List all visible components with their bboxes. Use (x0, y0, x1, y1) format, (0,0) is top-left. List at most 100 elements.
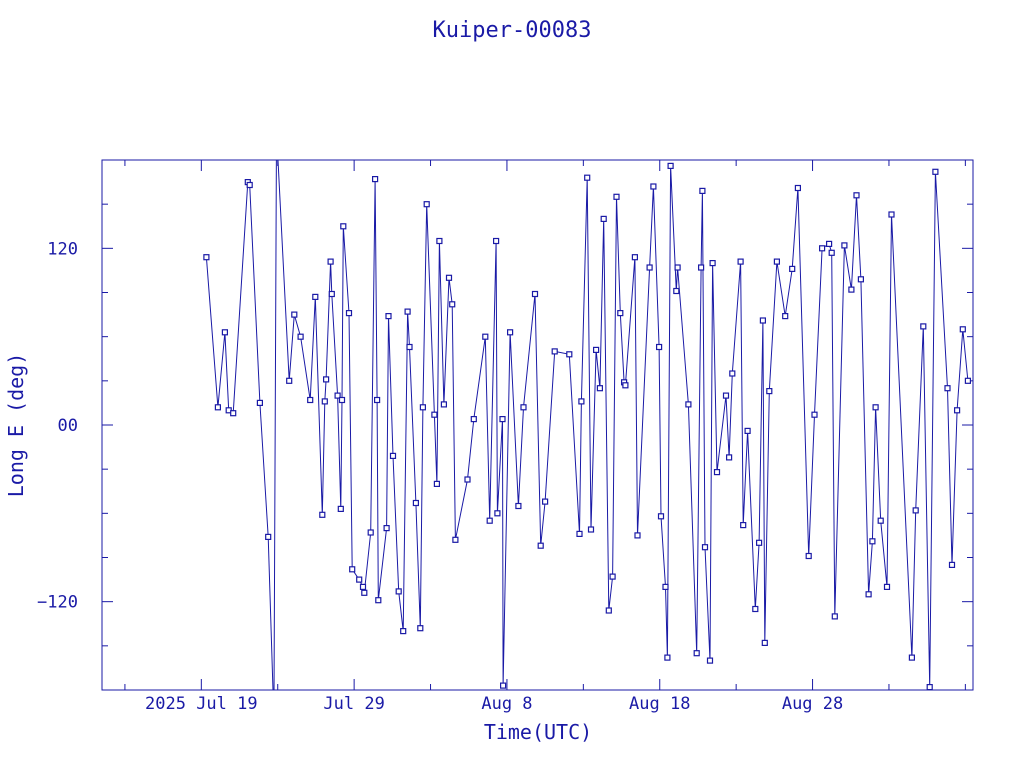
data-point (650, 183, 657, 190)
data-point (729, 370, 736, 377)
x-tick-label: Jul 29 (323, 694, 384, 714)
data-point (499, 416, 506, 423)
data-point (520, 404, 527, 411)
data-point (699, 187, 706, 194)
data-point (655, 343, 663, 351)
data-point (537, 542, 544, 549)
data-point (312, 293, 319, 300)
data-point (869, 538, 876, 545)
data-point (706, 657, 714, 664)
data-point (406, 343, 413, 351)
data-point (323, 376, 330, 383)
data-point (673, 287, 680, 295)
y-tick-label: 00 (58, 416, 78, 436)
data-point (542, 498, 549, 505)
data-point (831, 613, 838, 620)
data-point (515, 502, 522, 510)
data-point (865, 591, 872, 598)
data-point (436, 237, 443, 245)
data-point (759, 317, 767, 324)
data-point (494, 510, 501, 517)
data-point (307, 396, 314, 404)
data-point (841, 242, 848, 249)
data-point (345, 310, 353, 317)
y-tick-labels: 120 00 −120 (37, 239, 78, 612)
data-point (203, 254, 210, 261)
data-point (752, 605, 759, 613)
data-point (576, 530, 583, 537)
data-point (713, 469, 721, 476)
data-point (486, 517, 493, 524)
data-point (531, 290, 539, 298)
data-point (722, 392, 730, 399)
data-point (291, 311, 298, 318)
data-point (433, 480, 440, 487)
data-point (214, 404, 222, 411)
data-point (338, 396, 346, 404)
data-point (667, 162, 674, 170)
data-point (464, 476, 471, 483)
data-point (782, 313, 789, 320)
data-point (811, 411, 818, 418)
x-axis-label: Time(UTC) (484, 720, 592, 744)
data-point (256, 399, 263, 406)
y-tick-label: −120 (37, 593, 78, 613)
x-tick-label: Aug 8 (481, 694, 532, 714)
data-point (908, 654, 916, 661)
data-point (657, 513, 665, 520)
y-tick-label: 120 (47, 239, 78, 259)
data-point (412, 499, 419, 507)
data-point (613, 193, 620, 200)
data-point (321, 398, 328, 405)
data-point (431, 411, 438, 418)
chart-title: Kuiper-00083 (433, 18, 592, 43)
data-point (912, 507, 919, 514)
data-point (297, 333, 304, 340)
data-point (944, 385, 951, 392)
data-point (246, 181, 253, 189)
data-point (400, 628, 407, 635)
data-point (349, 566, 356, 573)
data-point (755, 539, 763, 546)
data-point (857, 276, 865, 283)
data-point (327, 258, 334, 265)
data-point (920, 323, 927, 330)
data-point (596, 385, 603, 392)
series-line (205, 160, 969, 690)
x-tick-labels: 2025 Jul 19 Jul 29 Aug 8 Aug 18 Aug 28 (145, 694, 843, 714)
data-point (319, 511, 326, 518)
data-point (395, 588, 402, 595)
data-point (404, 308, 411, 315)
data-point (605, 607, 612, 614)
data-point (674, 264, 681, 271)
data-point (507, 329, 514, 336)
data-point (334, 392, 341, 399)
data-point (634, 532, 641, 539)
data-point (265, 533, 272, 540)
data-point (361, 589, 368, 596)
data-point (744, 427, 751, 434)
data-point (593, 346, 600, 353)
data-point (697, 264, 705, 271)
data-point (440, 401, 447, 408)
data-point (701, 544, 709, 551)
data-point (230, 410, 237, 417)
data-point (359, 583, 367, 590)
data-point (587, 526, 595, 533)
data-point (761, 639, 768, 646)
data-point (274, 128, 279, 133)
data-point (932, 168, 939, 175)
data-point (445, 274, 453, 281)
data-point (622, 382, 629, 389)
data-point (470, 416, 477, 423)
data-point (725, 454, 733, 461)
data-point (853, 192, 860, 199)
data-point (372, 176, 379, 183)
data-point (883, 583, 891, 590)
data-point (286, 377, 293, 384)
data-point (389, 452, 397, 459)
data-point (662, 583, 669, 590)
data-point (877, 517, 884, 524)
data-point (794, 184, 802, 192)
data-point (693, 650, 700, 657)
